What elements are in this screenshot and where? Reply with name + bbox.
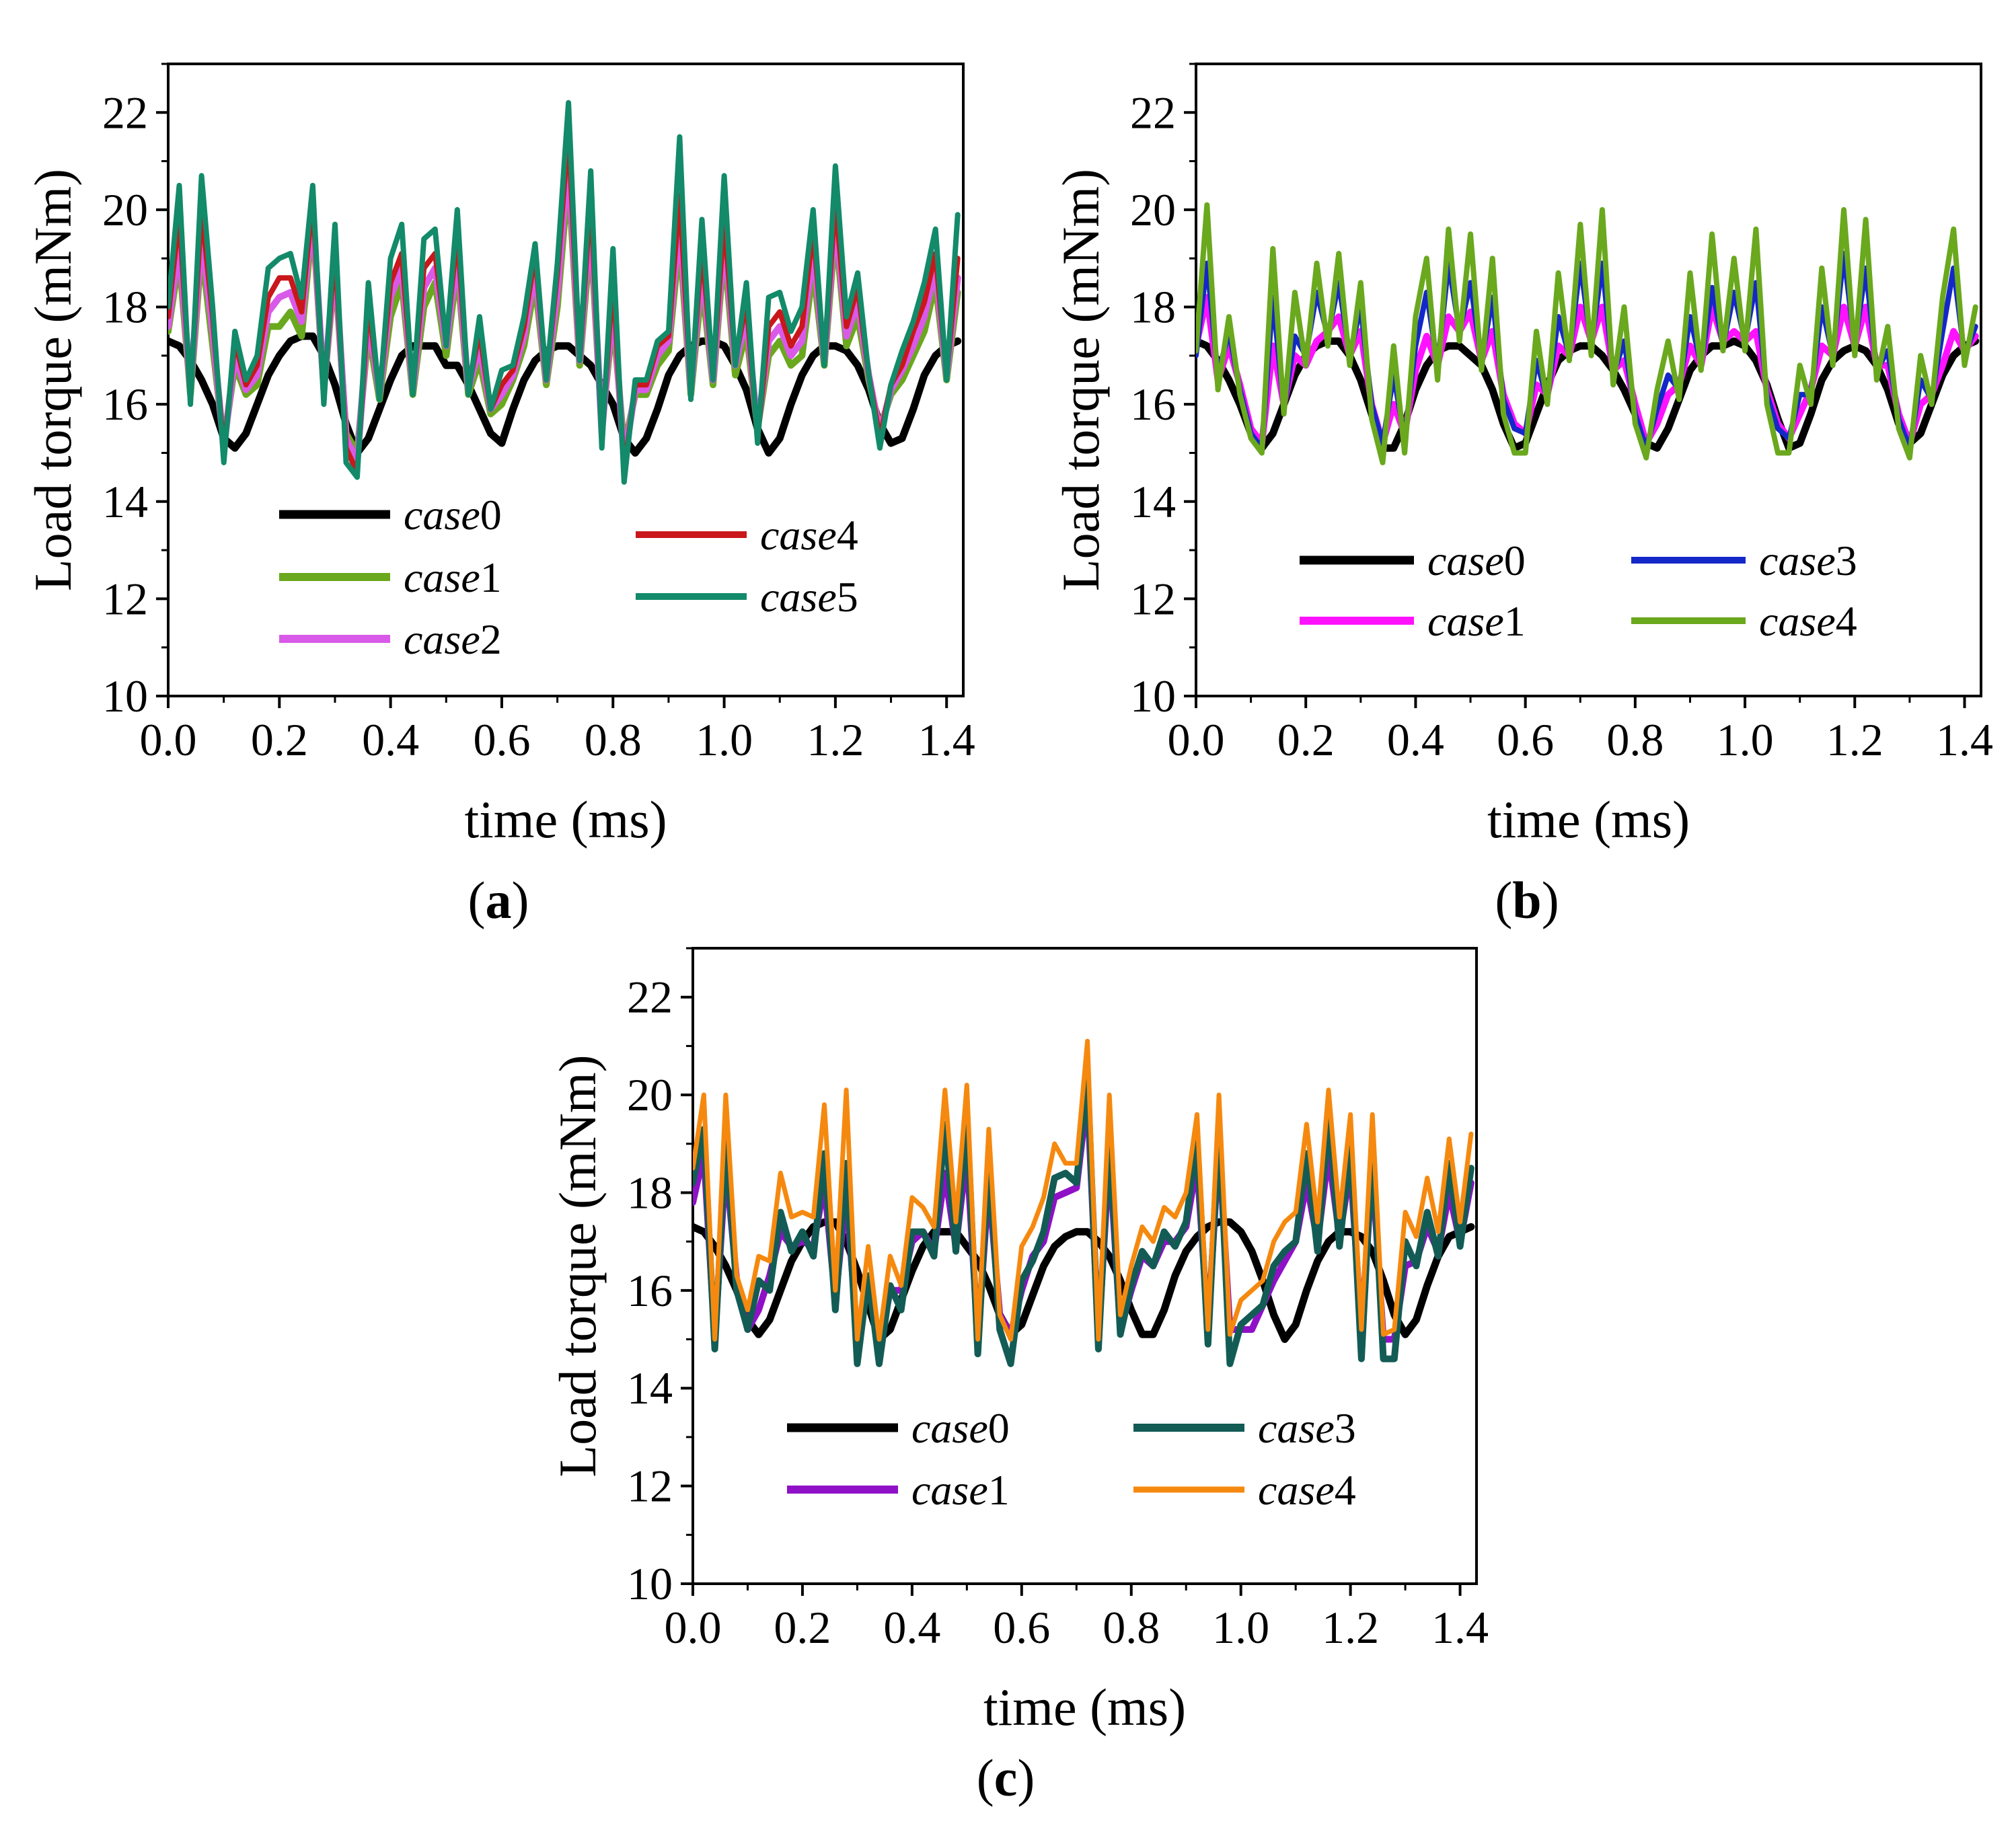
chart-panel-a: 10 12 14 16 18 20 22 0.0 0.2 0.4 0.6 0.8 1.0 1.2 1.4 ti… [24,63,975,929]
x-tick-label: 0.0 [665,1602,722,1653]
x-tick-label: 0.2 [1277,714,1335,765]
legend-item-case3: case3 [1631,537,1857,584]
x-tick-label: 1.0 [1717,714,1774,765]
x-tick-label: 0.0 [1168,714,1225,765]
x-tick-label: 0.2 [251,714,308,765]
y-tick-label: 14 [102,476,148,527]
legend-label: case4 [1258,1466,1356,1514]
legend-item-case0: case0 [279,491,502,539]
legend-label: case0 [911,1404,1010,1452]
legend-item-case2: case2 [279,615,502,663]
legend-label: case4 [1759,597,1857,645]
x-tick-label: 0.0 [140,714,197,765]
x-tick-label: 0.2 [774,1602,831,1653]
x-tick-label: 0.6 [1497,714,1554,765]
x-tick-label: 0.8 [1103,1602,1160,1653]
x-tick-label: 0.8 [585,714,642,765]
legend-item-case1: case1 [1300,597,1526,645]
x-tick-label: 0.6 [473,714,530,765]
x-tick-label: 1.2 [807,714,864,765]
y-tick-label: 12 [1130,573,1176,624]
y-tick-label: 16 [102,379,148,430]
legend-label: case3 [1258,1404,1356,1452]
y-tick-label: 22 [1130,87,1176,138]
series-group [1196,202,1980,465]
legend-label: case1 [911,1466,1010,1514]
legend-item-case1: case1 [279,553,502,601]
chart-panel-b: 10 12 14 16 18 20 22 0.0 0.2 0.4 0.6 0.8 1.0 1.2 1.4 ti… [1051,63,1993,929]
x-tick-label: 0.4 [883,1602,940,1653]
series-group [693,1038,1475,1367]
plot-frame [167,63,965,697]
x-tick-label: 0.4 [1387,714,1444,765]
x-tick-label: 1.0 [696,714,753,765]
y-axis-label: Load torque (mNm) [548,1054,607,1477]
legend-item-case3: case3 [1133,1404,1356,1452]
legend-item-case0: case0 [1300,537,1526,584]
y-tick-label: 10 [627,1558,673,1609]
legend-item-case4: case4 [1631,597,1857,645]
y-tick-label: 20 [1130,184,1176,235]
y-tick-label: 12 [102,573,148,624]
y-tick-label: 16 [627,1265,673,1316]
x-tick-label: 1.2 [1826,714,1883,765]
series-line-case3 [693,1072,1474,1367]
x-axis-label: time (ms) [983,1678,1186,1736]
legend-label: case0 [404,491,502,539]
legend-label: case2 [404,615,502,663]
legend-label: case1 [404,553,502,601]
x-axis-label: time (ms) [1487,790,1690,849]
series-line-case4 [1196,202,1978,465]
y-tick-label: 12 [627,1461,673,1512]
y-tick-label: 14 [1130,476,1176,527]
x-tick-label: 1.4 [1431,1602,1489,1653]
y-tick-label: 10 [102,670,148,722]
x-tick-label: 1.4 [1936,714,1993,765]
y-tick-label: 22 [102,87,148,138]
y-tick-label: 18 [102,282,148,333]
chart-panel-c: 10 12 14 16 18 20 22 0.0 0.2 0.4 0.6 0.8 1.0 1.2 1.4 ti… [548,947,1489,1807]
legend-item-case0: case0 [787,1404,1010,1452]
y-axis-label: Load torque (mNm) [24,169,82,591]
y-tick-label: 20 [627,1069,673,1120]
series-group [168,100,962,485]
y-tick-label: 14 [627,1362,673,1414]
series-line-case0 [168,332,962,457]
legend-item-case1: case1 [787,1466,1010,1514]
y-tick-label: 10 [1130,670,1176,722]
legend-label: case3 [1759,537,1857,584]
series-line-case4 [693,1038,1474,1342]
legend-item-case4: case4 [1133,1466,1356,1514]
x-axis-label: time (ms) [464,790,667,849]
y-tick-label: 16 [1130,379,1176,430]
legend-label: case5 [760,573,858,621]
panel-caption: (c) [977,1748,1035,1807]
x-tick-label: 1.0 [1212,1602,1269,1653]
panel-caption: (b) [1495,871,1559,929]
legend-item-case4: case4 [636,511,858,559]
plot-frame [1195,63,1982,697]
x-tick-label: 0.4 [362,714,419,765]
y-tick-label: 20 [102,184,148,235]
plot-frame [692,947,1478,1585]
series-line-case5 [168,100,961,485]
legend-label: case0 [1427,537,1526,584]
y-tick-label: 18 [1130,282,1176,333]
panel-caption: (a) [468,871,529,929]
y-axis-label: Load torque (mNm) [1051,169,1110,591]
x-tick-label: 1.2 [1322,1602,1379,1653]
x-tick-label: 0.6 [993,1602,1050,1653]
y-tick-label: 22 [627,972,673,1023]
x-tick-label: 0.8 [1606,714,1664,765]
legend-label: case4 [760,511,858,559]
legend-item-case5: case5 [636,573,858,621]
y-tick-label: 18 [627,1167,673,1218]
legend-label: case1 [1427,597,1526,645]
x-tick-label: 1.4 [918,714,975,765]
